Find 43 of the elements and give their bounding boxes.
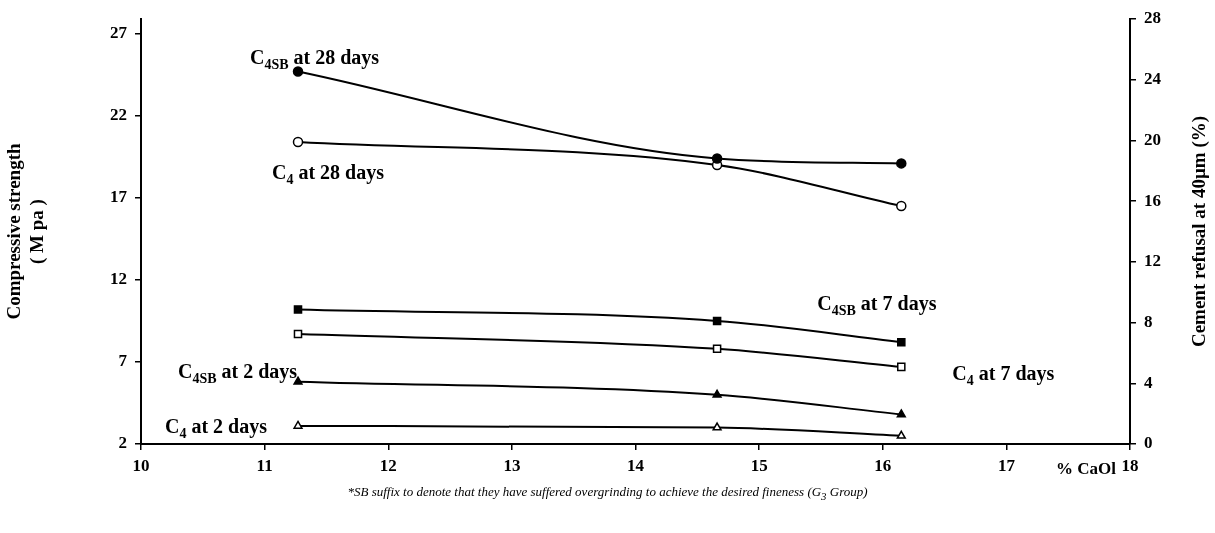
- point: [711, 153, 723, 164]
- point: [292, 136, 304, 148]
- point: [896, 200, 907, 212]
- y2-tick-label: 12: [1144, 251, 1161, 271]
- point: [896, 409, 906, 418]
- x-tick-label: 11: [256, 455, 273, 475]
- y-tick-label: 12: [110, 269, 127, 289]
- x-axis-title: % CaOl: [1056, 459, 1117, 478]
- point: [293, 420, 303, 429]
- point: [897, 362, 906, 372]
- point: [712, 344, 722, 354]
- x-tick-label: 15: [750, 455, 768, 475]
- y2-tick-label: 0: [1144, 433, 1153, 453]
- y-tick-label: 17: [110, 187, 128, 207]
- y-tick-label: 27: [110, 23, 128, 43]
- point: [897, 337, 906, 347]
- y2-tick-label: 4: [1144, 372, 1153, 392]
- point: [292, 66, 304, 77]
- y-tick-label: 22: [110, 105, 127, 125]
- y2-tick-label: 28: [1144, 8, 1161, 28]
- point: [896, 430, 906, 439]
- x-tick-label: 12: [379, 455, 397, 475]
- x-tick-label: 17: [997, 455, 1016, 475]
- text: *SB suffix to denote that they have suffered overgrinding to achieve the desired fineness (G$_{3}$ Group): [346, 484, 869, 502]
- x-tick-label: 10: [132, 455, 150, 475]
- y-tick-label: 2: [118, 433, 127, 453]
- y-tick-label: 7: [118, 351, 128, 371]
- x-tick-label: 13: [503, 455, 521, 475]
- x-tick-label: 14: [627, 455, 645, 475]
- y2-axis-title: Cement refusal at 40µm (%): [1188, 115, 1210, 348]
- y2-tick-label: 24: [1144, 69, 1162, 89]
- point: [896, 158, 907, 169]
- y-axis-title: Compressive strength ( M pa ): [3, 143, 49, 320]
- point: [293, 305, 303, 314]
- y2-tick-label: 8: [1144, 311, 1153, 331]
- x-tick-label: 16: [874, 455, 892, 475]
- y2-tick-label: 16: [1144, 190, 1161, 210]
- point: [293, 329, 303, 339]
- point: [712, 422, 722, 431]
- point: [712, 389, 722, 398]
- x-tick-label: 18: [1121, 455, 1139, 475]
- y2-tick-label: 20: [1144, 129, 1161, 149]
- point: [712, 316, 722, 326]
